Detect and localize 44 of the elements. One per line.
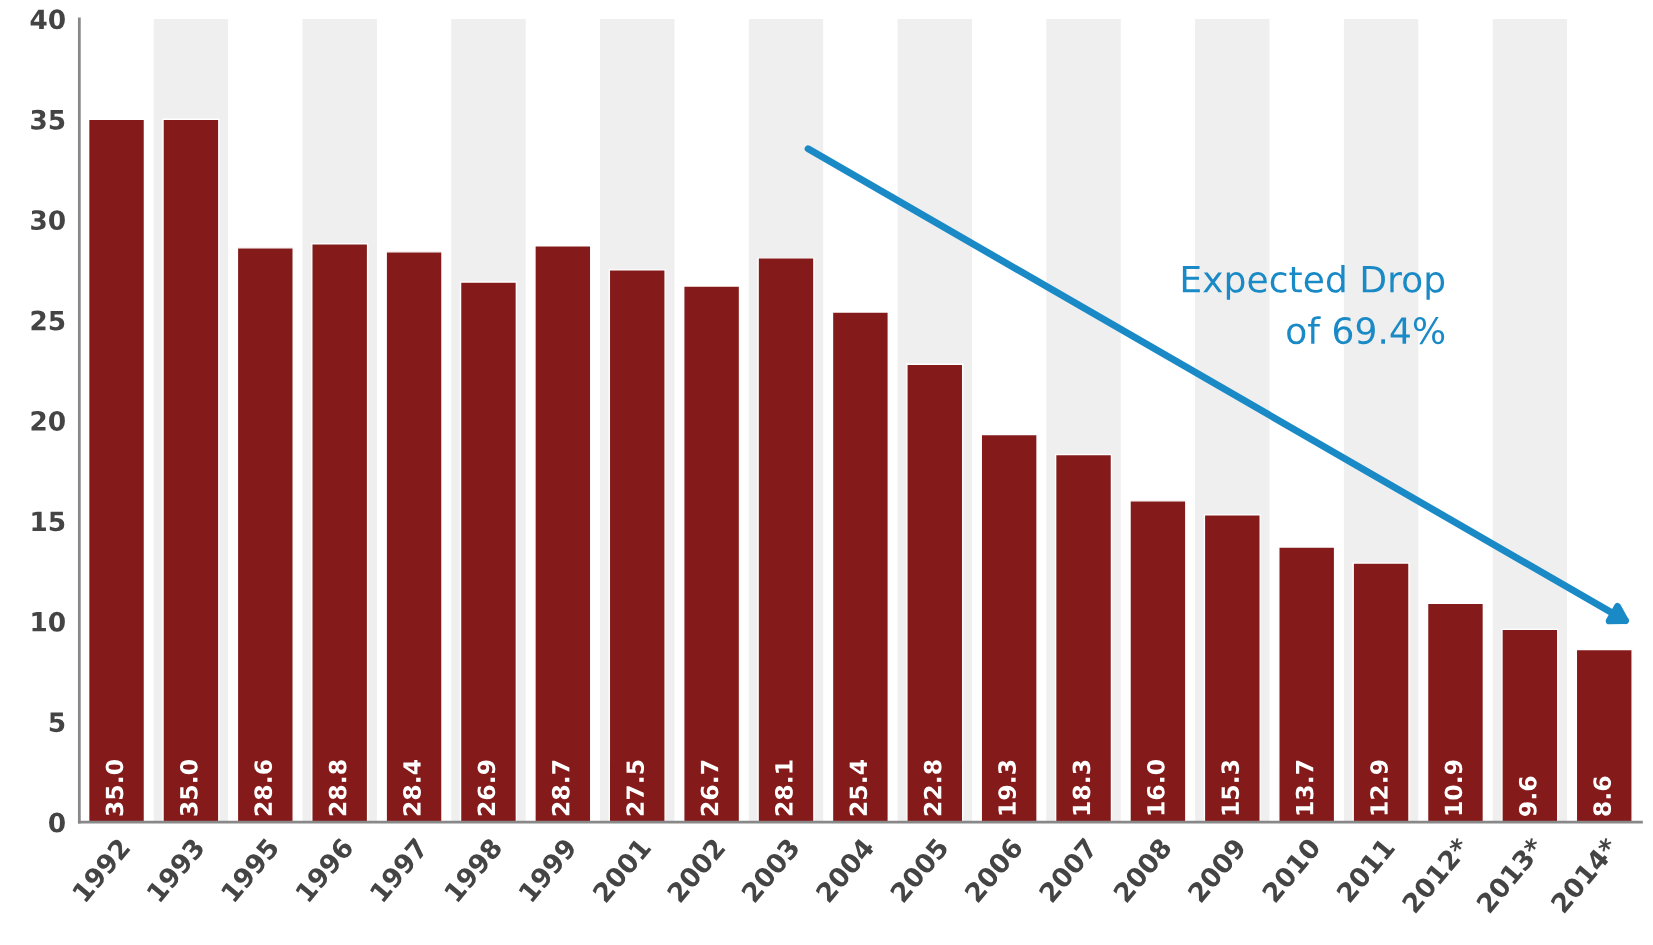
y-tick-label: 5 xyxy=(49,712,65,733)
annotation: Expected Drop of 69.4% xyxy=(1182,264,1445,345)
bar xyxy=(980,433,1038,823)
data-label: 8.6 xyxy=(1593,776,1612,816)
data-label: 9.6 xyxy=(1518,776,1537,816)
data-label: 22.8 xyxy=(923,760,942,816)
bar xyxy=(1501,628,1559,823)
bar xyxy=(831,311,889,823)
y-tick-label: 25 xyxy=(31,310,65,331)
y-tick-label: 20 xyxy=(31,410,65,431)
y-tick-label: 35 xyxy=(31,109,65,130)
bar xyxy=(534,245,592,823)
data-label: 28.1 xyxy=(774,760,793,816)
data-label: 15.3 xyxy=(1221,760,1240,815)
data-label: 13.7 xyxy=(1295,760,1314,815)
data-label: 35.0 xyxy=(179,760,198,816)
y-tick-label: 10 xyxy=(32,611,65,632)
data-label: 10.9 xyxy=(1444,760,1463,815)
y-tick-label: 15 xyxy=(32,511,65,532)
bar xyxy=(1129,500,1187,823)
y-tick-label: 40 xyxy=(30,9,65,30)
data-label: 28.8 xyxy=(328,760,347,816)
data-label: 28.6 xyxy=(254,760,273,816)
data-label: 35.0 xyxy=(105,760,124,816)
data-label: 12.9 xyxy=(1370,760,1388,815)
bar xyxy=(1575,648,1633,823)
data-label: 28.7 xyxy=(551,760,570,816)
data-label: 19.3 xyxy=(998,760,1017,815)
data-label: 18.3 xyxy=(1072,760,1091,815)
y-tick-label: 30 xyxy=(31,210,65,231)
bar xyxy=(87,118,146,823)
bar xyxy=(1352,562,1410,823)
data-label: 28.4 xyxy=(403,759,421,816)
bar xyxy=(683,285,741,823)
data-label: 26.9 xyxy=(477,760,496,816)
bar xyxy=(236,247,294,823)
data-label: 26.7 xyxy=(700,760,719,816)
bar xyxy=(1278,546,1336,823)
y-tick-label: 0 xyxy=(49,812,65,833)
data-label: 27.5 xyxy=(626,760,645,816)
data-label: 16.0 xyxy=(1146,760,1165,815)
bar xyxy=(385,251,443,823)
data-label: 25.4 xyxy=(849,759,868,816)
bar xyxy=(1426,602,1485,823)
